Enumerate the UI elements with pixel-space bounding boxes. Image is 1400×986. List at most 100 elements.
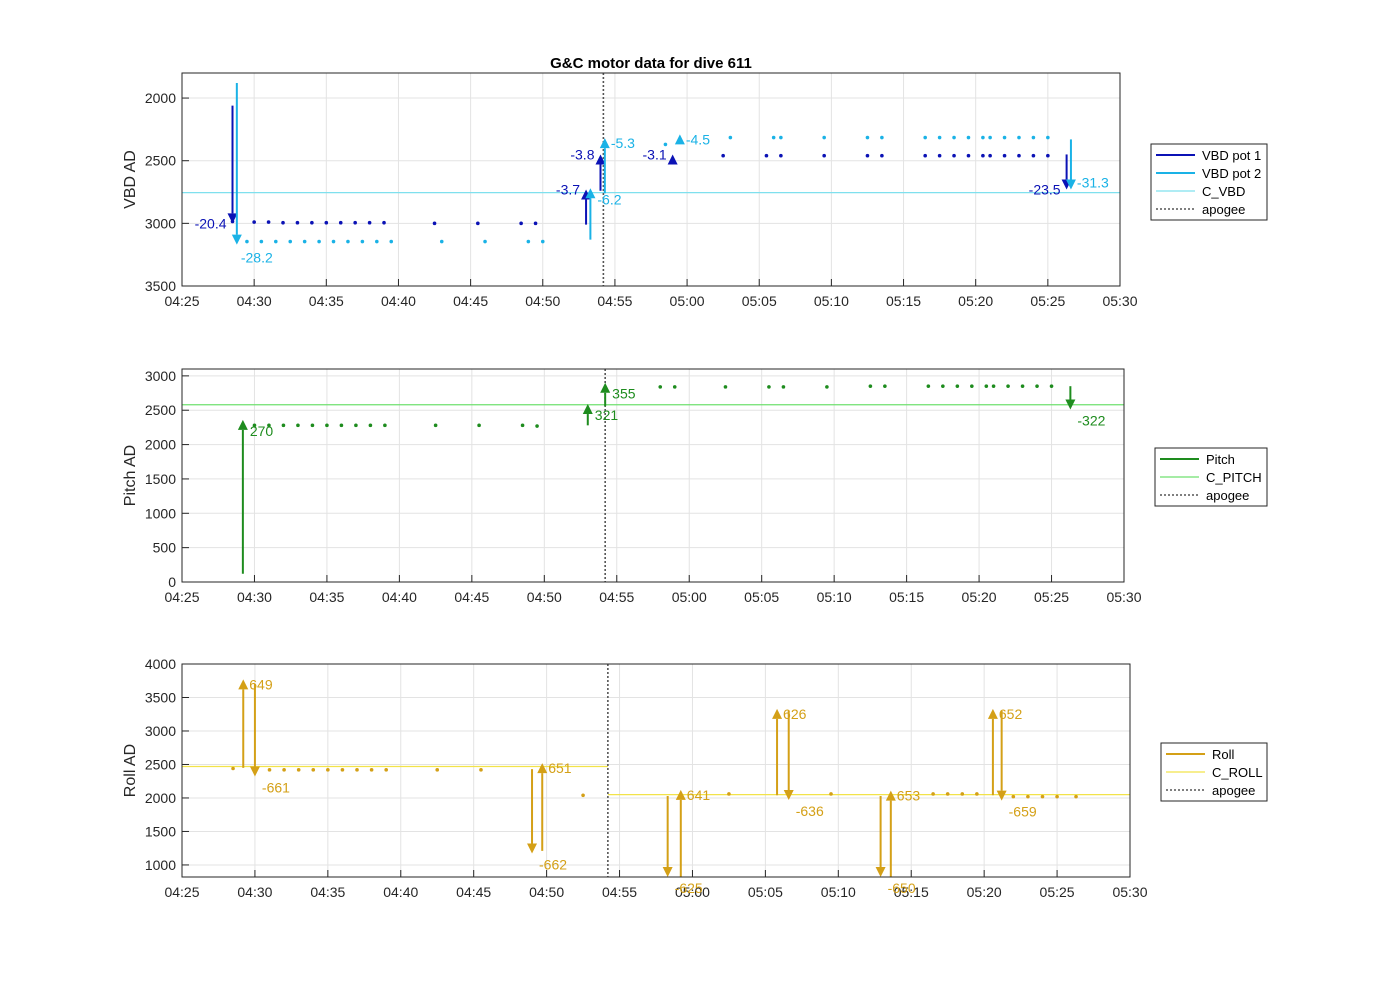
pitch-x-tick-label: 04:35 bbox=[309, 589, 344, 605]
roll-data-point bbox=[727, 792, 731, 796]
roll-move-label: 652 bbox=[999, 706, 1023, 722]
roll-move-arrowhead bbox=[238, 679, 249, 690]
roll-data-point bbox=[479, 768, 483, 772]
vbd-x-tick-label: 04:50 bbox=[525, 293, 560, 309]
roll-move-label: 651 bbox=[548, 760, 572, 776]
pitch-data-point bbox=[368, 423, 373, 428]
roll-data-point bbox=[581, 793, 585, 798]
pitch-panel: 04:25 04:30 04:35 04:40 04:45 04:50 04:55 05:00… bbox=[122, 368, 1268, 605]
pitch-data-point bbox=[767, 385, 771, 389]
pitch-x-tick-label: 05:15 bbox=[889, 589, 924, 605]
roll-panel: 04:25 04:30 04:35 04:40 04:45 04:50 04:55 05:00… bbox=[122, 656, 1268, 900]
roll-legend-label: C_ROLL bbox=[1212, 765, 1263, 780]
vbd-data-point bbox=[952, 135, 956, 140]
roll-y-tick-label: 4000 bbox=[145, 656, 176, 672]
pitch-x-tick-label: 04:50 bbox=[527, 589, 562, 605]
pitch-plot-area bbox=[182, 369, 1124, 582]
roll-x-tick-label: 04:25 bbox=[164, 884, 199, 900]
vbd-y-tick-label: 3500 bbox=[145, 278, 176, 294]
roll-data-point bbox=[282, 768, 286, 772]
vbd-move-label: -28.2 bbox=[241, 250, 273, 266]
roll-x-tick-label: 04:55 bbox=[602, 884, 637, 900]
vbd-move-label: -20.4 bbox=[195, 215, 227, 231]
roll-move-label: 649 bbox=[249, 676, 273, 692]
roll-data-point bbox=[311, 768, 316, 772]
vbd-move-arrowhead bbox=[674, 134, 685, 145]
vbd-data-point bbox=[1017, 153, 1021, 158]
vbd-data-point bbox=[779, 153, 783, 158]
vbd-data-point bbox=[382, 220, 386, 225]
pitch-move-arrowhead bbox=[600, 382, 611, 393]
pitch-data-point bbox=[825, 385, 829, 389]
vbd-data-point bbox=[476, 221, 480, 226]
roll-move-label: 653 bbox=[897, 788, 921, 804]
vbd-move-arrowhead bbox=[599, 138, 610, 149]
vbd-x-tick-label: 04:25 bbox=[164, 293, 199, 309]
roll-move-arrowhead bbox=[249, 766, 260, 777]
pitch-data-point bbox=[781, 385, 786, 389]
roll-y-tick-label: 1500 bbox=[145, 823, 176, 839]
roll-move-arrowhead bbox=[537, 763, 548, 774]
pitch-move-label: 321 bbox=[595, 407, 619, 423]
vbd-x-tick-label: 05:20 bbox=[958, 293, 993, 309]
vbd-move-arrowhead bbox=[231, 234, 242, 245]
roll-data-point bbox=[1011, 794, 1016, 799]
pitch-y-tick-label: 500 bbox=[153, 540, 177, 556]
vbd-data-point bbox=[952, 153, 956, 158]
pitch-x-tick-label: 05:20 bbox=[962, 589, 997, 605]
roll-move-label: -662 bbox=[539, 857, 567, 873]
vbd-data-point bbox=[367, 220, 372, 225]
vbd-move-label: -5.3 bbox=[611, 135, 635, 151]
roll-x-tick-label: 05:30 bbox=[1112, 884, 1147, 900]
pitch-data-point bbox=[433, 423, 438, 428]
vbd-y-tick-label: 2500 bbox=[145, 153, 176, 169]
pitch-x-tick-label: 04:25 bbox=[164, 589, 199, 605]
roll-x-tick-label: 05:10 bbox=[821, 884, 856, 900]
roll-data-point bbox=[340, 768, 345, 772]
pitch-y-axis-label: Pitch AD bbox=[122, 445, 139, 506]
pitch-x-tick-label: 04:45 bbox=[454, 589, 489, 605]
vbd-legend-label: apogee bbox=[1202, 202, 1245, 217]
pitch-y-tick-label: 0 bbox=[168, 574, 176, 590]
pitch-data-point bbox=[672, 385, 677, 389]
vbd-x-tick-label: 05:25 bbox=[1030, 293, 1065, 309]
vbd-data-point bbox=[981, 153, 985, 158]
roll-move-label: 641 bbox=[687, 787, 711, 803]
pitch-x-tick-label: 05:05 bbox=[744, 589, 779, 605]
pitch-move-label: -322 bbox=[1077, 413, 1105, 429]
vbd-data-point bbox=[483, 239, 487, 244]
pitch-data-point bbox=[477, 423, 481, 428]
pitch-data-point bbox=[339, 423, 344, 428]
vbd-data-point bbox=[331, 239, 336, 244]
roll-move-label: -636 bbox=[796, 803, 824, 819]
vbd-x-tick-label: 05:05 bbox=[742, 293, 777, 309]
vbd-axes-box bbox=[181, 72, 1121, 287]
vbd-data-point bbox=[274, 239, 278, 244]
vbd-data-point bbox=[346, 239, 350, 244]
roll-y-axis-label: Roll AD bbox=[122, 744, 139, 797]
pitch-axes-box bbox=[181, 368, 1125, 583]
vbd-data-point bbox=[1002, 153, 1007, 158]
roll-y-tick-label: 2000 bbox=[145, 790, 176, 806]
vbd-data-point bbox=[880, 135, 884, 140]
roll-data-point bbox=[931, 792, 935, 796]
pitch-move-label: 355 bbox=[612, 386, 636, 402]
roll-legend-label: Roll bbox=[1212, 747, 1235, 762]
vbd-move-arrowhead bbox=[667, 154, 678, 165]
vbd-data-point bbox=[779, 135, 783, 140]
pitch-data-point bbox=[723, 385, 728, 389]
vbd-data-point bbox=[966, 153, 971, 158]
vbd-move-arrowhead bbox=[585, 188, 596, 199]
vbd-data-point bbox=[533, 221, 538, 226]
pitch-y-tick-label: 1000 bbox=[145, 505, 176, 521]
vbd-data-point bbox=[988, 135, 992, 140]
vbd-x-tick-label: 05:30 bbox=[1102, 293, 1137, 309]
vbd-data-point bbox=[1031, 135, 1036, 140]
vbd-move-label: -23.5 bbox=[1029, 182, 1061, 198]
vbd-data-point bbox=[764, 153, 769, 158]
vbd-y-axis-label: VBD AD bbox=[122, 150, 139, 209]
vbd-x-tick-label: 04:40 bbox=[381, 293, 416, 309]
roll-x-tick-label: 05:25 bbox=[1040, 884, 1075, 900]
